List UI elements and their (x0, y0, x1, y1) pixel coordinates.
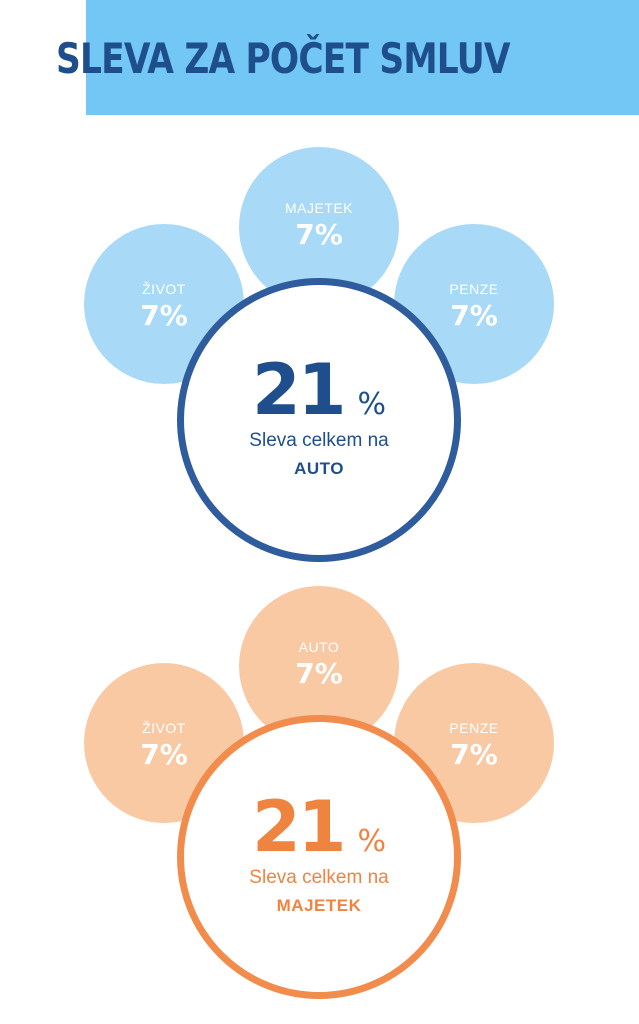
discount-label: PENZE (449, 720, 499, 736)
discount-label: AUTO (298, 639, 340, 655)
total-value: 21 % (252, 788, 386, 866)
discount-label: PENZE (449, 281, 499, 297)
discount-value: 7% (295, 657, 343, 690)
discount-value: 7% (450, 738, 498, 771)
total-number: 21 (252, 349, 346, 431)
total-number: 21 (252, 786, 346, 868)
discount-circle-majetek: MAJETEK 7% (239, 147, 399, 307)
discount-label: MAJETEK (284, 200, 354, 216)
page-title: SLEVA ZA POČET SMLUV (56, 34, 510, 83)
total-description: Sleva celkem na (249, 430, 389, 451)
discount-circle-auto: AUTO 7% (239, 586, 399, 746)
discount-value: 7% (450, 299, 498, 332)
total-product: AUTO (294, 459, 344, 478)
discount-value: 7% (295, 218, 343, 251)
total-value: 21 % (252, 351, 386, 429)
discount-value: 7% (140, 738, 188, 771)
discount-circle-penze: PENZE 7% (394, 224, 554, 384)
total-percent-sign: % (357, 387, 386, 422)
total-discount-circle-majetek: 21 % Sleva celkem na MAJETEK (177, 715, 461, 999)
discount-label: ŽIVOT (142, 720, 186, 736)
total-percent-sign: % (357, 824, 386, 859)
total-product: MAJETEK (276, 896, 362, 915)
header-band (86, 0, 639, 115)
discount-label: ŽIVOT (142, 281, 186, 297)
discount-value: 7% (140, 299, 188, 332)
total-description: Sleva celkem na (249, 867, 389, 888)
total-discount-circle-auto: 21 % Sleva celkem na AUTO (177, 278, 461, 562)
